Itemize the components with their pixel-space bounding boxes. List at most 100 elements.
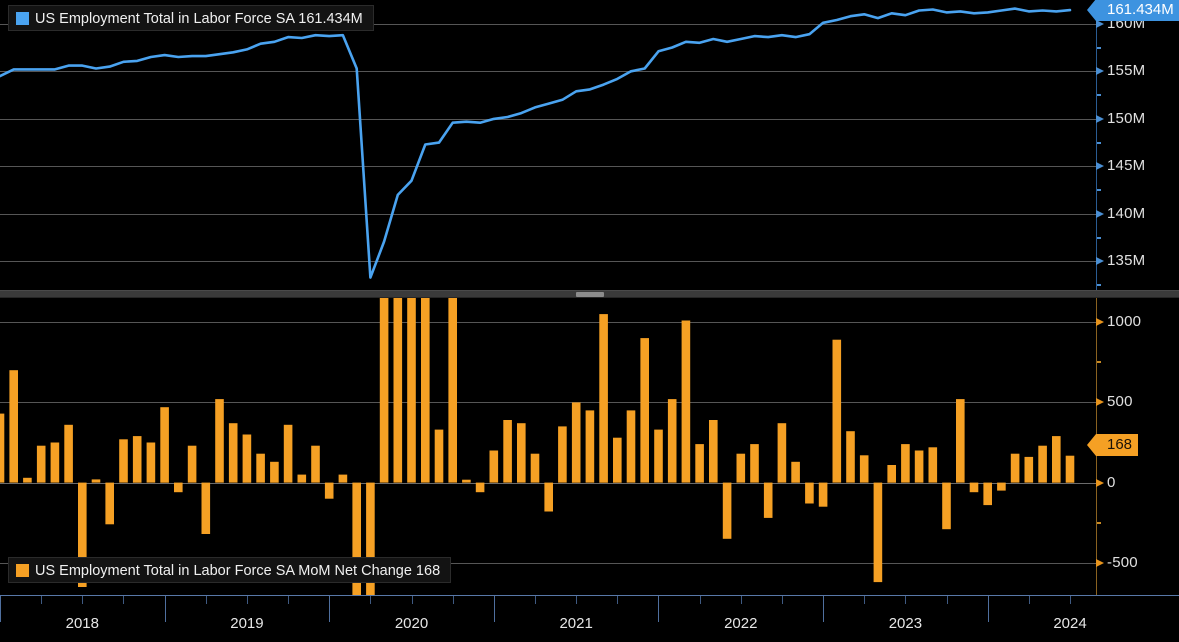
quarter-tick	[288, 596, 289, 604]
mom-net-change-bar	[763, 482, 773, 518]
mom-net-change-bar	[160, 407, 169, 483]
mom-net-change-bar	[736, 453, 746, 483]
upper-gridline	[0, 166, 1096, 167]
mom-net-change-bar	[0, 413, 5, 483]
employment-mom-bar-chart	[0, 298, 1075, 595]
mom-net-change-bar	[36, 445, 46, 483]
mom-net-change-bar	[475, 482, 485, 493]
mom-net-change-bar	[558, 426, 567, 483]
mom-net-change-bar	[132, 436, 142, 483]
upper-tick-label: 155M	[1107, 62, 1146, 80]
quarter-tick	[576, 596, 577, 604]
upper-chart-panel[interactable]: 161.434M 135M 140M 145M 150M 155M 160M US Emp…	[0, 0, 1179, 290]
upper-tick-arrow	[1096, 257, 1104, 266]
mom-net-change-bar	[434, 429, 444, 483]
mom-net-change-bar	[599, 314, 608, 483]
mom-net-change-bar	[914, 450, 924, 483]
splitter-handle-icon[interactable]	[575, 292, 604, 297]
mom-net-change-bar	[366, 482, 375, 595]
year-label: 2022	[724, 615, 758, 632]
mom-net-change-bar	[393, 298, 403, 483]
upper-value-axis[interactable]: 161.434M 135M 140M 145M 150M 155M 160M	[1087, 0, 1179, 290]
mom-net-change-bar	[1010, 453, 1020, 483]
mom-net-change-bar	[242, 434, 252, 483]
mom-net-change-bar	[256, 453, 265, 483]
time-axis[interactable]: 2018 2019 2020 2021 2022 2023 2024	[0, 595, 1179, 642]
quarter-tick	[123, 596, 124, 604]
mom-net-change-bar	[215, 399, 224, 483]
quarter-tick	[782, 596, 783, 604]
upper-plot-area[interactable]	[0, 0, 1096, 290]
mom-net-change-bar	[942, 482, 951, 530]
mom-net-change-bar	[91, 479, 101, 483]
quarter-tick	[617, 596, 618, 604]
upper-tick-arrow	[1096, 209, 1104, 218]
mom-net-change-bar	[695, 444, 704, 483]
year-label: 2023	[888, 615, 923, 632]
upper-gridline	[0, 214, 1096, 215]
year-tick	[658, 596, 659, 622]
lower-tick-label: 1000	[1107, 313, 1142, 331]
quarter-tick	[412, 596, 413, 604]
mom-net-change-bar	[517, 423, 526, 483]
lower-gridline	[0, 563, 1096, 564]
upper-gridline	[0, 119, 1096, 120]
lower-tick-arrow	[1096, 558, 1104, 567]
lower-value-axis[interactable]: 168 1000 500 0 -500	[1086, 298, 1179, 595]
mom-net-change-bar	[407, 298, 416, 483]
mom-net-change-bar	[283, 424, 293, 483]
employment-level-series	[0, 7, 1072, 279]
lower-legend[interactable]: US Employment Total in Labor Force SA Mo…	[8, 557, 452, 583]
year-tick	[329, 596, 330, 622]
mom-net-change-bar	[956, 399, 965, 483]
mom-net-change-bar	[421, 298, 430, 483]
lower-current-value-badge: 168	[1086, 433, 1139, 456]
quarter-tick	[535, 596, 536, 604]
mom-net-change-bar	[640, 338, 649, 483]
lower-tick-arrow	[1096, 318, 1104, 327]
upper-tick-arrow	[1096, 162, 1104, 171]
mom-net-change-bar	[626, 410, 636, 483]
mom-net-change-bar	[681, 320, 691, 483]
mom-net-change-bar	[983, 482, 992, 506]
quarter-tick	[82, 596, 83, 604]
upper-tick-label: 145M	[1107, 157, 1146, 175]
quarter-tick	[41, 596, 42, 604]
lower-legend-label: US Employment Total in Labor Force SA Mo…	[35, 563, 441, 579]
mom-net-change-bar	[1052, 436, 1061, 483]
lower-tick-label: -500	[1107, 553, 1138, 571]
quarter-tick	[864, 596, 865, 604]
lower-plot-area[interactable]	[0, 298, 1096, 595]
quarter-tick	[1070, 596, 1071, 604]
mom-net-change-bar	[667, 399, 677, 483]
quarter-tick	[370, 596, 371, 604]
lower-tick-arrow	[1096, 478, 1104, 487]
mom-net-change-bar	[846, 431, 855, 483]
upper-minor-tick	[1097, 46, 1101, 49]
mom-net-change-bar	[571, 402, 581, 483]
orange-square-swatch-icon	[16, 564, 29, 577]
mom-net-change-bar	[119, 439, 128, 483]
panel-splitter[interactable]	[0, 290, 1179, 298]
mom-net-change-bar	[873, 482, 883, 583]
mom-net-change-bar	[901, 444, 910, 483]
mom-net-change-bar	[750, 444, 759, 483]
mom-net-change-bar	[887, 465, 896, 483]
quarter-tick	[700, 596, 701, 604]
upper-current-value-badge: 161.434M	[1087, 0, 1179, 22]
upper-minor-tick	[1097, 236, 1101, 239]
upper-gridline	[0, 24, 1096, 25]
mom-net-change-bar	[174, 482, 183, 493]
upper-tick-label: 135M	[1107, 252, 1146, 270]
upper-legend[interactable]: US Employment Total in Labor Force SA 16…	[8, 5, 374, 31]
upper-minor-tick	[1097, 94, 1101, 97]
lower-chart-panel[interactable]: 168 1000 500 0 -500 US Employment Total in …	[0, 298, 1179, 595]
year-label: 2024	[1053, 615, 1087, 632]
lower-tick-arrow	[1096, 398, 1104, 407]
time-axis-line	[0, 595, 1179, 596]
upper-gridline	[0, 261, 1096, 262]
mom-net-change-bar	[228, 423, 238, 483]
upper-tick-arrow	[1096, 19, 1104, 28]
mom-net-change-bar	[379, 298, 389, 483]
mom-net-change-bar	[1024, 456, 1034, 483]
